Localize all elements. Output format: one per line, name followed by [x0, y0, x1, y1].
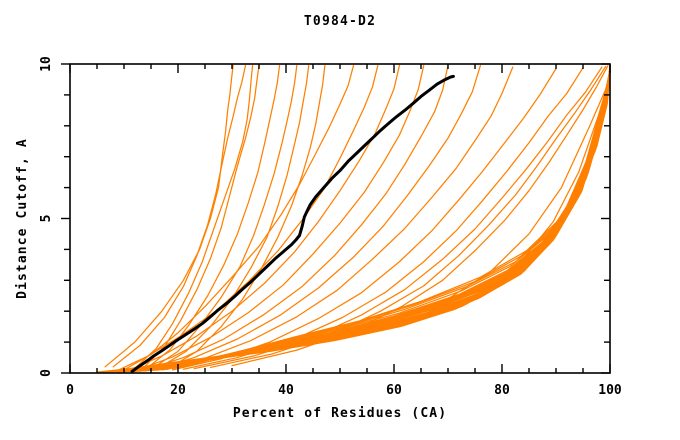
series-line-curve-52: [112, 64, 247, 368]
x-tick-label-80: 80: [494, 383, 510, 398]
page-title: T0984-D2: [303, 14, 377, 29]
x-tick-label-40: 40: [278, 383, 294, 398]
series-line-curve-69: [209, 65, 607, 369]
x-axis-title: Percent of Residues (CA): [233, 406, 447, 421]
series-line-curve-66: [171, 68, 557, 371]
series-line-curve-53: [134, 64, 254, 369]
y-axis-title: Distance Cutoff, A: [15, 138, 30, 299]
y-tick-label-0: 0: [39, 369, 54, 377]
series-line-curve-58: [166, 64, 326, 370]
x-tick-label-20: 20: [170, 383, 186, 398]
series-line-curve-70: [231, 65, 609, 367]
series-line-curve-50: [139, 67, 611, 372]
x-tick-label-60: 60: [386, 383, 402, 398]
series-line-curve-64: [153, 64, 482, 371]
y-tick-label-10: 10: [39, 56, 54, 72]
x-tick-label-100: 100: [598, 383, 622, 398]
series-line-curve-68: [193, 66, 603, 370]
series-line-curve-46: [163, 64, 611, 371]
series-line-curve-62: [136, 64, 425, 371]
series-line-curve-65: [161, 66, 514, 371]
series-line-curve-61: [128, 64, 401, 371]
series-line-curve-59: [123, 64, 355, 371]
series-line-curve-54: [142, 64, 260, 369]
series-line-curve-63: [144, 64, 449, 371]
series-line-curve-67: [182, 67, 584, 370]
series-line-curve-41: [96, 78, 611, 373]
axis-label-layer: 0 20 40 60 80 100 0 5 10 Percent of Residues (CA)…: [15, 56, 622, 421]
highlighted-series-line: [130, 74, 455, 373]
series-line-curve-51: [104, 64, 234, 368]
axis-frame-layer: [61, 63, 611, 374]
series-layer: [96, 63, 611, 373]
x-tick-label-0: 0: [66, 383, 74, 398]
series-line-curve-55: [144, 64, 281, 370]
y-tick-label-5: 5: [39, 215, 54, 223]
series-line-curve-48: [188, 63, 611, 367]
